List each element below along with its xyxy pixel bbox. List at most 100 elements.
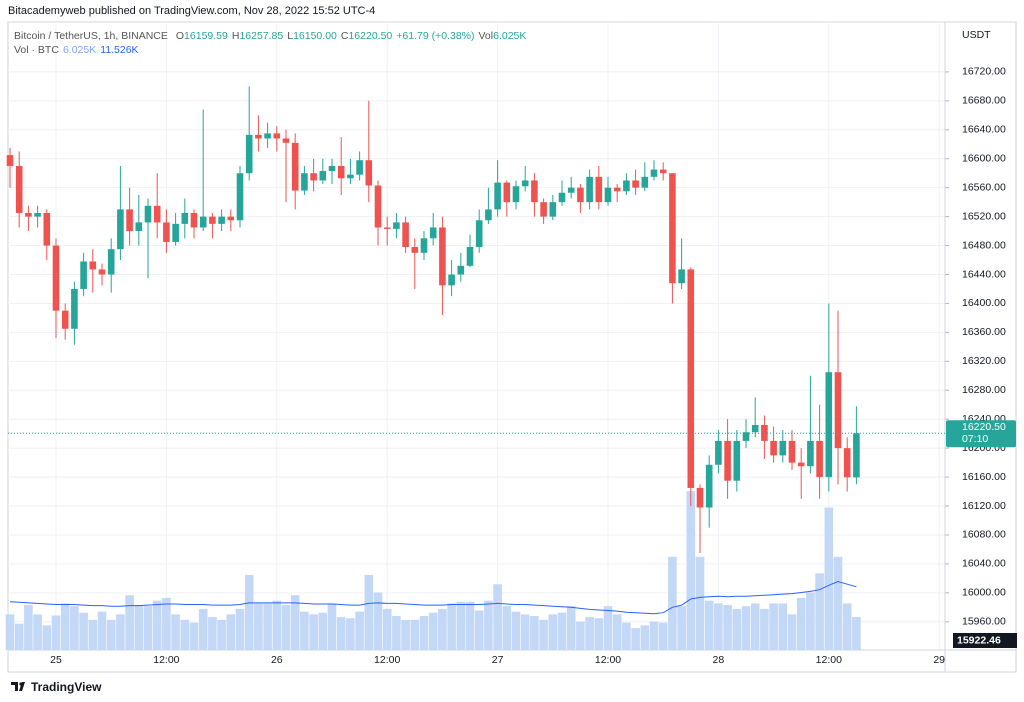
candle-body [71,288,78,329]
volume-bar [778,603,788,650]
candle-body [80,261,87,289]
volume-bar [208,617,217,650]
volume-bar [226,614,236,650]
candle-body [25,213,32,217]
x-tick-label: 12:00 [374,654,400,666]
volume-bar [594,618,604,650]
candle-body [172,223,179,242]
volume-bar [842,603,852,650]
candle-body [126,209,133,232]
candle-body [356,160,363,175]
volume-bar [603,606,613,650]
volume-bar [327,603,337,650]
volume-bar [576,621,585,650]
candle-body [521,180,529,187]
volume-bar [714,603,723,650]
candle-body [475,220,483,248]
candle-body [52,245,60,311]
volume-bar [263,603,272,650]
candle-body [291,142,299,191]
volume-bar [447,603,456,650]
y-tick-label: 16680.00 [962,95,1006,107]
candle-body [439,227,446,286]
y-tick-label: 16440.00 [962,268,1006,280]
volume-bar [428,612,438,650]
volume-bar [42,625,52,650]
candle-body [696,487,704,508]
candle-body [650,169,658,177]
candle-body [429,227,437,239]
ohlc-prefix: H [231,30,240,42]
volume-bar [787,614,797,650]
x-tick-label: 12:00 [153,654,179,666]
volume-bar [410,619,420,650]
volume-legend: Vol · BTC 6.025K 11.526K [14,44,143,56]
ohlc-value: 16159.59 [184,30,228,42]
volume-bar [198,608,208,650]
volume-bar [88,619,98,650]
candle-body [797,462,805,467]
volume-bar [557,612,567,650]
candle-body [577,187,584,203]
candle-body [310,173,317,181]
change: +61.79 (+0.38%) [396,30,475,42]
ohlc-value: 16150.00 [293,30,337,42]
volume-bar [493,584,502,650]
volume-bar [852,616,861,650]
candle-body [687,269,695,488]
candle-body [282,138,290,143]
x-tick-label: 26 [271,654,283,666]
candle-body [595,176,603,203]
volume-bar [235,608,245,650]
candle-body [659,169,667,174]
volume-bar [658,622,668,650]
volume-bar [649,621,659,650]
candle-body [319,171,327,181]
volume-bar [668,556,677,650]
candle-body [347,174,354,179]
volume-bar [419,616,429,650]
symbol: Bitcoin / TetherUS, 1h, BINANCE [14,30,168,42]
y-tick-label: 16600.00 [962,153,1006,165]
candle-body [485,209,492,221]
footer: TradingView [10,680,101,694]
candle-body [834,372,842,449]
ohlc-legend: Bitcoin / TetherUS, 1h, BINANCE O16159.59… [14,30,530,42]
published-note: Bitacademyweb published on TradingView.c… [8,5,376,17]
price-marker-label: 15922.46 [957,634,1001,646]
volume-bar [97,611,107,650]
y-tick-label: 16160.00 [962,471,1006,483]
candle-body [503,182,511,203]
candle-body [632,180,639,188]
volume-bar [125,595,134,650]
countdown-label: 07:10 [962,433,988,445]
volume-bar [484,600,493,650]
volume-bar [180,619,190,650]
volume-bar [741,606,751,650]
volume-bar [695,556,705,650]
y-tick-label: 16280.00 [962,384,1006,396]
volume-bar [401,619,410,650]
candle-body [788,440,796,463]
y-tick-label: 16480.00 [962,239,1006,251]
candle-body [218,216,225,224]
volume-bar [539,619,548,650]
chart-frame [7,21,1017,673]
volume-bar [79,612,88,650]
volume-value: 6.025K [62,44,97,56]
candle-body [383,227,391,229]
candle-body [301,173,308,191]
candle-body [853,433,860,478]
ohlc-prefix: L [287,30,294,42]
volume-bar [143,606,153,650]
candle-body [6,155,14,166]
candle-body [641,176,649,188]
volume-bar [622,622,631,650]
volume-bar [14,623,24,650]
candle-body [374,185,382,228]
volume-bar [134,605,144,650]
candle-body [117,209,124,250]
volume-bar [5,614,15,650]
candle-body [742,432,750,441]
candle-body [558,192,566,203]
